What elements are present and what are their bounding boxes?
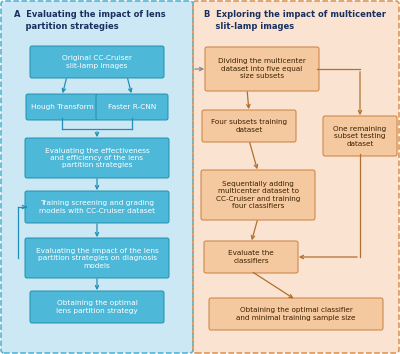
Text: Obtaining the optimal
lens partition strategy: Obtaining the optimal lens partition str… [56,300,138,314]
FancyBboxPatch shape [202,110,296,142]
Text: One remaining
subset testing
dataset: One remaining subset testing dataset [333,126,387,147]
FancyBboxPatch shape [96,94,168,120]
FancyBboxPatch shape [205,47,319,91]
FancyBboxPatch shape [25,238,169,278]
FancyBboxPatch shape [25,138,169,178]
FancyBboxPatch shape [30,291,164,323]
Text: Training screening and grading
models with CC-Cruiser dataset: Training screening and grading models wi… [39,200,155,214]
FancyBboxPatch shape [323,116,397,156]
FancyBboxPatch shape [30,46,164,78]
Text: B  Exploring the impact of multicenter
    slit-lamp images: B Exploring the impact of multicenter sl… [204,10,386,31]
Text: Sequentially adding
multicenter dataset to
CC-Cruiser and training
four classifi: Sequentially adding multicenter dataset … [216,181,300,209]
FancyBboxPatch shape [193,1,399,353]
Text: Faster R-CNN: Faster R-CNN [108,104,156,110]
Text: Original CC-Cruiser
slit-lamp images: Original CC-Cruiser slit-lamp images [62,55,132,69]
Text: A  Evaluating the impact of lens
    partition strategies: A Evaluating the impact of lens partitio… [14,10,166,31]
FancyBboxPatch shape [209,298,383,330]
Text: Evaluate the
classifiers: Evaluate the classifiers [228,250,274,264]
Text: Evaluating the effectiveness
and efficiency of the lens
partition strategies: Evaluating the effectiveness and efficie… [45,148,149,169]
Text: Dividing the multicenter
dataset into five equal
size subsets: Dividing the multicenter dataset into fi… [218,58,306,80]
FancyBboxPatch shape [25,191,169,223]
FancyBboxPatch shape [26,94,98,120]
Text: Evaluating the impact of the lens
partition strategies on diagnosis
models: Evaluating the impact of the lens partit… [36,247,158,268]
Text: Obtaining the optimal classifier
and minimal training sample size: Obtaining the optimal classifier and min… [236,307,356,321]
Text: Hough Transform: Hough Transform [30,104,94,110]
FancyBboxPatch shape [201,170,315,220]
Text: Four subsets training
dataset: Four subsets training dataset [211,119,287,133]
FancyBboxPatch shape [204,241,298,273]
FancyBboxPatch shape [1,1,193,353]
